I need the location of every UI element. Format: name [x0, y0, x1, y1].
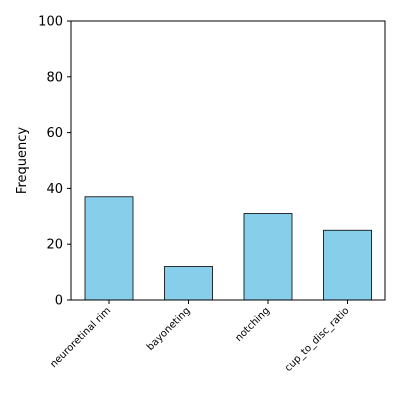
bar-neuroretinal-rim [84, 196, 134, 301]
y-tick-label: 60 [46, 126, 63, 141]
bars-layer [84, 196, 372, 301]
bar-bayoneting [164, 266, 213, 301]
x-tick-label: bayoneting [145, 305, 193, 353]
plot-frame [70, 20, 386, 301]
x-axis-ticks: neuroretinal rim bayoneting notching cup_to… [48, 300, 352, 374]
y-tick-label: 20 [46, 238, 63, 253]
y-tick-label: 40 [46, 182, 63, 197]
x-tick-label: neuroretinal rim [48, 305, 113, 370]
y-axis-label: Frequency [15, 127, 30, 194]
bar-notching [243, 213, 293, 301]
y-axis-ticks: 0 20 40 60 80 100 [38, 15, 71, 309]
y-tick-label: 0 [55, 294, 63, 309]
x-tick-label: notching [233, 305, 272, 344]
y-tick-label: 100 [38, 15, 63, 30]
y-tick-label: 80 [46, 70, 63, 85]
bar-cup-to-disc-ratio [323, 229, 372, 301]
x-tick-label: cup_to_disc_ratio [283, 305, 352, 374]
